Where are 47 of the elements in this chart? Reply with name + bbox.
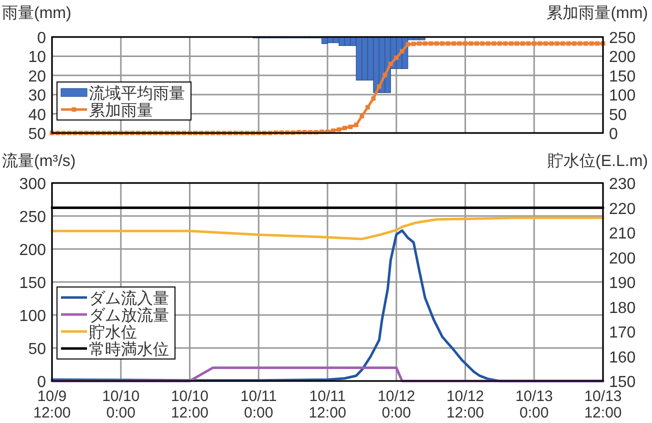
ytick: 40 <box>28 106 46 124</box>
y2tick: 100 <box>609 88 636 105</box>
y2tick: 250 <box>609 30 636 47</box>
legend-label: 流域平均雨量 <box>89 86 185 102</box>
y2tick: 160 <box>609 349 636 366</box>
xtick: 10/13 12:00 <box>584 388 622 422</box>
y2tick: 200 <box>609 250 636 268</box>
legend-label: ダム流入量 <box>89 290 169 308</box>
legend-label: 貯水位 <box>89 324 137 342</box>
y2tick: 150 <box>609 68 636 86</box>
y2tick: 150 <box>609 374 636 391</box>
ytick: 0 <box>37 30 46 47</box>
y2tick: 0 <box>609 126 618 143</box>
xtick: 10/10 0:00 <box>102 388 140 422</box>
legend-label: ダム放流量 <box>89 308 169 324</box>
ytick: 100 <box>19 308 46 325</box>
xtick: 10/11 12:00 <box>308 388 346 422</box>
ytick: 50 <box>28 341 46 358</box>
xtick: 10/12 12:00 <box>446 388 484 422</box>
y2tick: 220 <box>609 200 636 218</box>
xtick: 10/13 0:00 <box>515 388 553 422</box>
ylabel: 流量(m³/s) <box>2 153 76 170</box>
xtick: 10/12 0:00 <box>378 388 416 422</box>
ytick: 150 <box>19 275 46 292</box>
y2label: 貯水位(E.L.m) <box>548 153 648 170</box>
ylabel: 雨量(mm) <box>2 5 72 22</box>
y2tick: 190 <box>609 275 636 292</box>
ytick: 250 <box>19 209 46 226</box>
ytick: 50 <box>28 126 46 143</box>
ytick: 200 <box>19 242 46 259</box>
ytick: 0 <box>37 374 46 391</box>
y2tick: 170 <box>609 324 636 342</box>
y2tick: 210 <box>609 226 636 242</box>
xtick: 10/10 12:00 <box>170 388 209 422</box>
y2tick: 200 <box>609 49 636 66</box>
xtick: 10/9 12:00 <box>33 388 71 422</box>
y2label: 累加雨量(mm) <box>546 5 648 22</box>
y2tick: 180 <box>609 300 636 317</box>
y2tick: 230 <box>609 176 636 193</box>
ytick: 20 <box>28 68 46 86</box>
legend-label: 累加雨量 <box>89 102 153 120</box>
legend-label: 常時満水位 <box>89 342 169 358</box>
ytick: 300 <box>19 176 46 193</box>
ytick: 10 <box>28 49 46 66</box>
ytick: 30 <box>28 88 46 105</box>
y2tick: 50 <box>609 106 627 124</box>
xtick: 10/11 0:00 <box>240 388 277 422</box>
